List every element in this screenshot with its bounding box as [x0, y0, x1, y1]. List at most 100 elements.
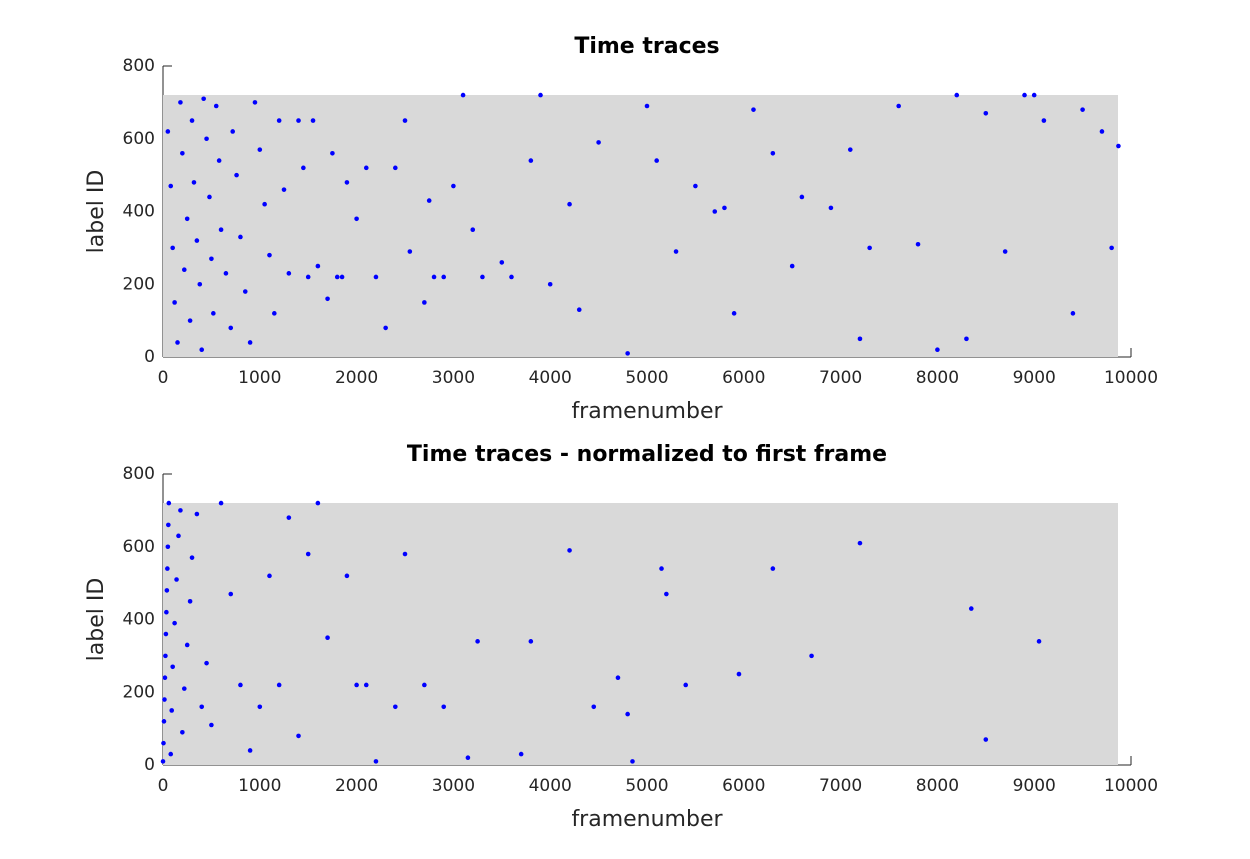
point — [315, 263, 321, 269]
y-tick-label: 800 — [123, 56, 155, 76]
y-tick-label: 0 — [144, 755, 155, 775]
point — [276, 682, 282, 688]
x-tick-label: 2000 — [335, 368, 378, 388]
x-tick-label: 4000 — [529, 368, 572, 388]
point — [1036, 639, 1042, 644]
point — [683, 682, 689, 688]
point — [199, 347, 205, 353]
point — [373, 274, 379, 280]
point — [567, 548, 572, 553]
point — [325, 296, 330, 302]
point — [281, 187, 287, 192]
point — [189, 118, 195, 123]
x-tick-label: 6000 — [722, 368, 765, 388]
point — [451, 183, 456, 189]
point — [161, 740, 166, 746]
point — [216, 158, 222, 163]
point — [809, 653, 814, 659]
point — [576, 307, 582, 313]
point — [518, 751, 524, 757]
point — [187, 318, 193, 323]
x-tick-label: 8000 — [916, 368, 959, 388]
point — [596, 140, 601, 145]
y-tick-label: 800 — [123, 464, 155, 484]
point — [165, 129, 171, 134]
x-tick-label: 6000 — [722, 776, 765, 796]
point — [847, 147, 853, 152]
point — [1109, 245, 1114, 251]
point — [162, 675, 168, 680]
point — [172, 620, 177, 626]
point — [166, 500, 172, 506]
point — [199, 704, 205, 710]
point — [330, 151, 335, 156]
point — [1031, 92, 1037, 98]
point — [373, 759, 379, 764]
x-tick-label: 10000 — [1104, 368, 1158, 388]
point — [218, 227, 224, 232]
point — [867, 245, 872, 251]
point — [363, 165, 369, 171]
y-tick-label: 400 — [123, 202, 155, 222]
point — [1041, 118, 1047, 123]
point — [383, 325, 388, 331]
point — [954, 92, 960, 98]
point — [441, 704, 447, 710]
x-tick-label: 5000 — [625, 368, 668, 388]
point — [722, 205, 727, 211]
background-patch — [163, 95, 1118, 357]
point — [315, 500, 321, 506]
x-tick-label: 0 — [158, 368, 169, 388]
point — [267, 252, 272, 258]
point — [630, 759, 635, 764]
background-patch — [163, 503, 1118, 765]
point — [218, 500, 224, 506]
point — [181, 267, 187, 273]
point — [194, 511, 200, 517]
x-tick-label: 1000 — [238, 776, 281, 796]
x-axis-label: framenumber — [571, 807, 723, 832]
point — [615, 675, 621, 680]
x-tick-label: 7000 — [819, 776, 862, 796]
point — [189, 555, 195, 560]
point — [470, 227, 476, 232]
point — [164, 609, 169, 615]
point — [272, 311, 277, 316]
point — [168, 183, 174, 189]
x-tick-label: 10000 — [1104, 776, 1158, 796]
point — [204, 660, 209, 666]
point — [935, 347, 940, 353]
point — [528, 158, 534, 163]
x-tick-label: 9000 — [1013, 368, 1056, 388]
point — [354, 682, 359, 688]
point — [770, 151, 776, 156]
x-tick-label: 1000 — [238, 368, 281, 388]
point — [422, 682, 427, 688]
point — [247, 340, 253, 345]
chart-title: Time traces — [574, 34, 719, 59]
point — [344, 180, 350, 185]
point — [247, 748, 253, 753]
point — [180, 151, 185, 156]
point — [305, 274, 311, 280]
y-tick-label: 600 — [123, 537, 155, 557]
point — [480, 274, 485, 280]
point — [857, 336, 863, 342]
x-axis-label: framenumber — [571, 399, 723, 424]
point — [164, 588, 170, 593]
point — [257, 147, 263, 152]
point — [896, 103, 901, 109]
x-tick-label: 4000 — [529, 776, 572, 796]
point — [915, 241, 921, 247]
x-tick-label: 2000 — [335, 776, 378, 796]
point — [234, 172, 239, 178]
point — [693, 183, 698, 189]
point — [407, 249, 413, 254]
point — [344, 573, 350, 579]
point — [165, 544, 171, 550]
point — [857, 540, 863, 546]
point — [197, 281, 203, 287]
point — [170, 664, 175, 670]
point — [431, 274, 437, 280]
point — [1002, 249, 1008, 254]
